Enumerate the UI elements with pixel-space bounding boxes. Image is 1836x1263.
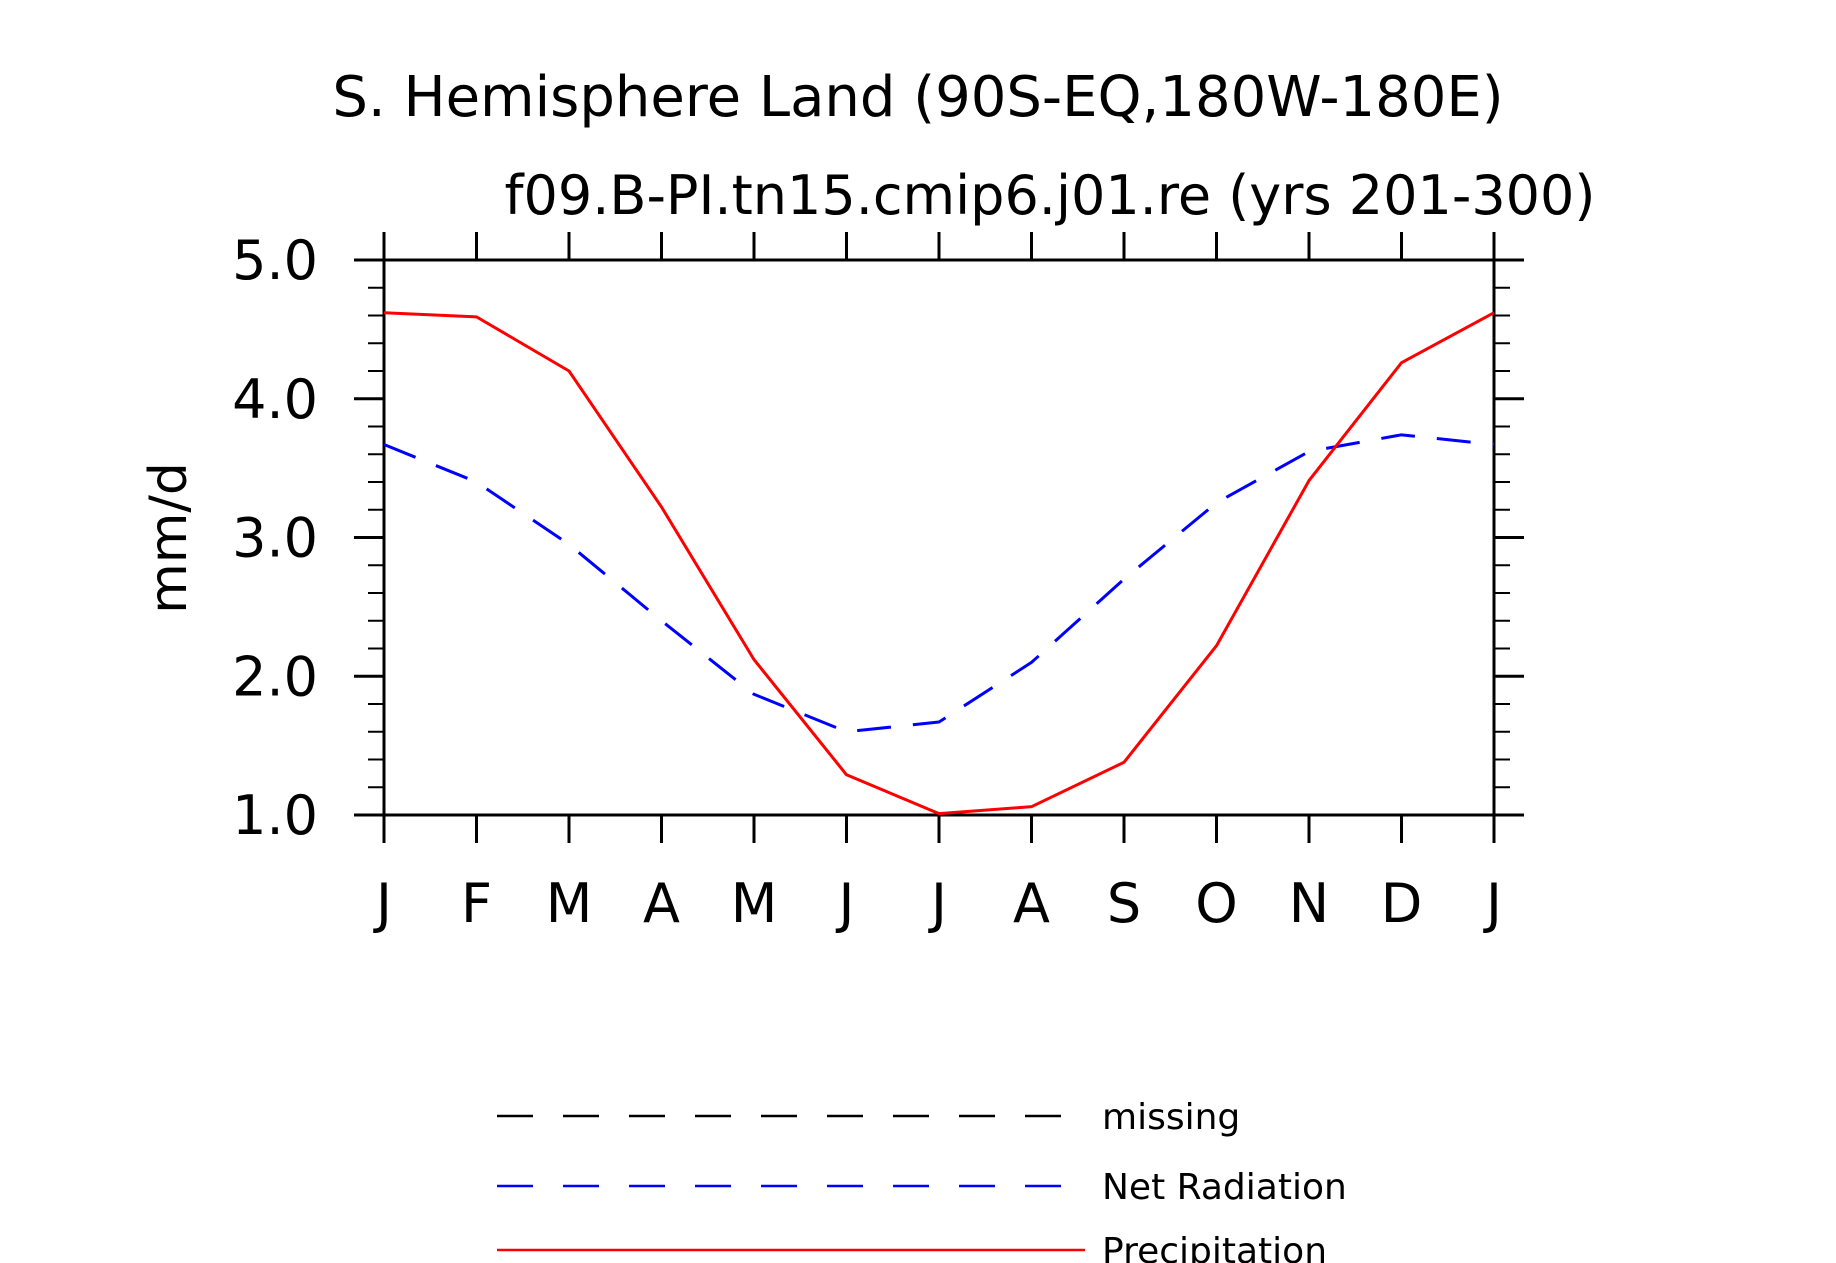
- x-tick-label: N: [1289, 872, 1329, 935]
- y-tick-label: 2.0: [232, 645, 318, 708]
- plot-frame: [382, 258, 1496, 817]
- legend: missing Net Radiation Precipitation: [497, 1097, 1347, 1263]
- y-tick-label: 3.0: [232, 507, 318, 570]
- series-line-precipitation: [383, 311, 1495, 816]
- y-tick-label: 1.0: [232, 784, 318, 847]
- x-tick-label: S: [1107, 872, 1141, 935]
- series-lines: [383, 311, 1495, 816]
- x-tick-label: J: [373, 872, 392, 935]
- plot-border: [382, 258, 1496, 817]
- y-axis-ticks: 1.0 2.0 3.0 4.0 5.0: [232, 229, 1524, 847]
- series-line-net-radiation: [383, 433, 1495, 734]
- y-tick-label: 5.0: [232, 229, 318, 292]
- legend-label-precipitation: Precipitation: [1102, 1231, 1327, 1263]
- chart-title: S. Hemisphere Land (90S-EQ,180W-180E): [332, 65, 1503, 130]
- x-tick-label: F: [461, 872, 492, 935]
- x-tick-label: J: [928, 872, 947, 935]
- x-tick-label: A: [1013, 872, 1050, 935]
- y-axis-label: mm/d: [139, 462, 199, 614]
- x-tick-label: M: [731, 872, 778, 935]
- x-tick-label: A: [643, 872, 680, 935]
- legend-label-missing: missing: [1102, 1097, 1240, 1138]
- legend-label-net-radiation: Net Radiation: [1102, 1167, 1347, 1208]
- chart-subtitle: f09.B-PI.tn15.cmip6.j01.re (yrs 201-300): [505, 164, 1596, 227]
- x-tick-label: O: [1195, 872, 1238, 935]
- x-tick-label: M: [546, 872, 593, 935]
- y-tick-label: 4.0: [232, 368, 318, 431]
- x-tick-label: D: [1381, 872, 1423, 935]
- x-tick-label: J: [1483, 872, 1502, 935]
- x-tick-label: J: [836, 872, 855, 935]
